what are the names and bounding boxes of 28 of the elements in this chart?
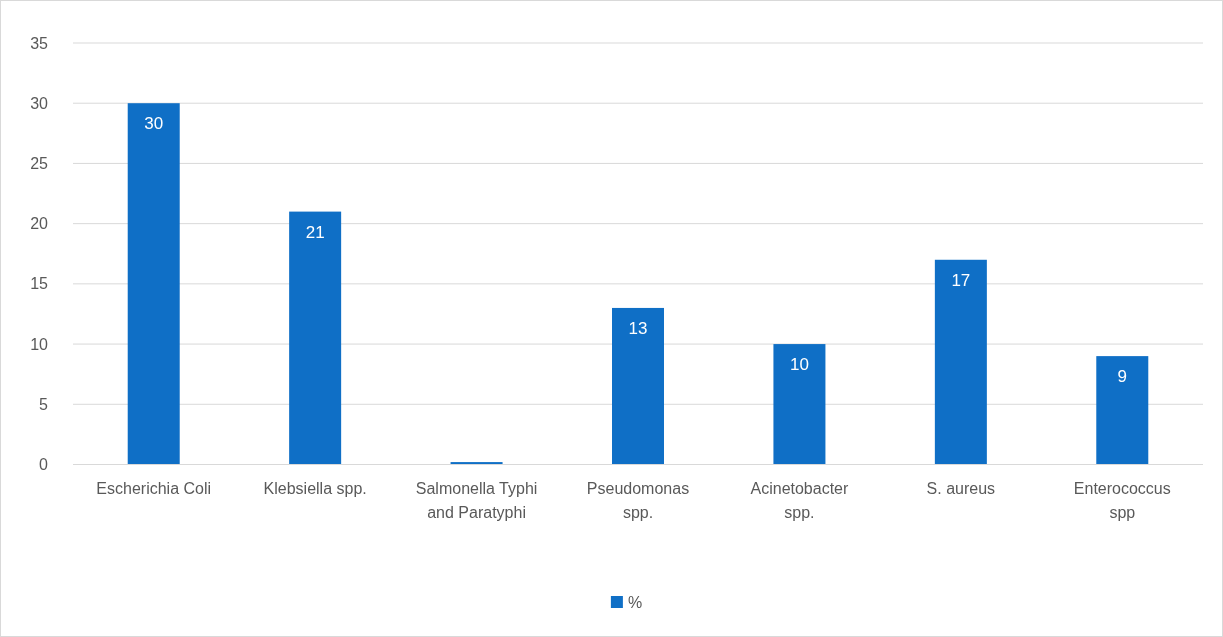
- x-tick-label: Acinetobacter spp.: [750, 480, 850, 521]
- x-tick-label: Enterococcus spp: [1073, 480, 1171, 521]
- bar: [773, 344, 826, 465]
- x-tick-label: Pseudomonas spp.: [586, 480, 690, 521]
- y-tick-label: 15: [30, 275, 49, 293]
- bar: [127, 103, 180, 465]
- y-tick-label: 5: [39, 395, 49, 413]
- y-tick-label: 35: [30, 34, 49, 52]
- data-label: 21: [305, 222, 325, 242]
- bar: [934, 259, 987, 465]
- x-tick-label: Salmonella Typhi and Paratyphi: [415, 480, 538, 521]
- data-label: 10: [789, 355, 809, 375]
- data-label: 17: [951, 270, 971, 290]
- y-tick-label: 30: [30, 94, 49, 112]
- x-tick-label: Klebsiella spp.: [263, 480, 367, 497]
- y-tick-label: 0: [39, 456, 49, 474]
- data-label: 13: [628, 318, 648, 338]
- bar: [289, 211, 342, 465]
- x-tick-label: S. aureus: [926, 480, 996, 497]
- x-tick-label: Escherichia Coli: [96, 480, 212, 497]
- bar: [1096, 356, 1149, 465]
- legend-label: %: [627, 593, 643, 611]
- data-label: 30: [144, 114, 164, 134]
- y-tick-label: 20: [30, 215, 49, 233]
- y-tick-label: 25: [30, 155, 49, 173]
- bar: [612, 307, 664, 465]
- y-tick-label: 10: [30, 335, 49, 353]
- data-label: 9: [1117, 367, 1128, 387]
